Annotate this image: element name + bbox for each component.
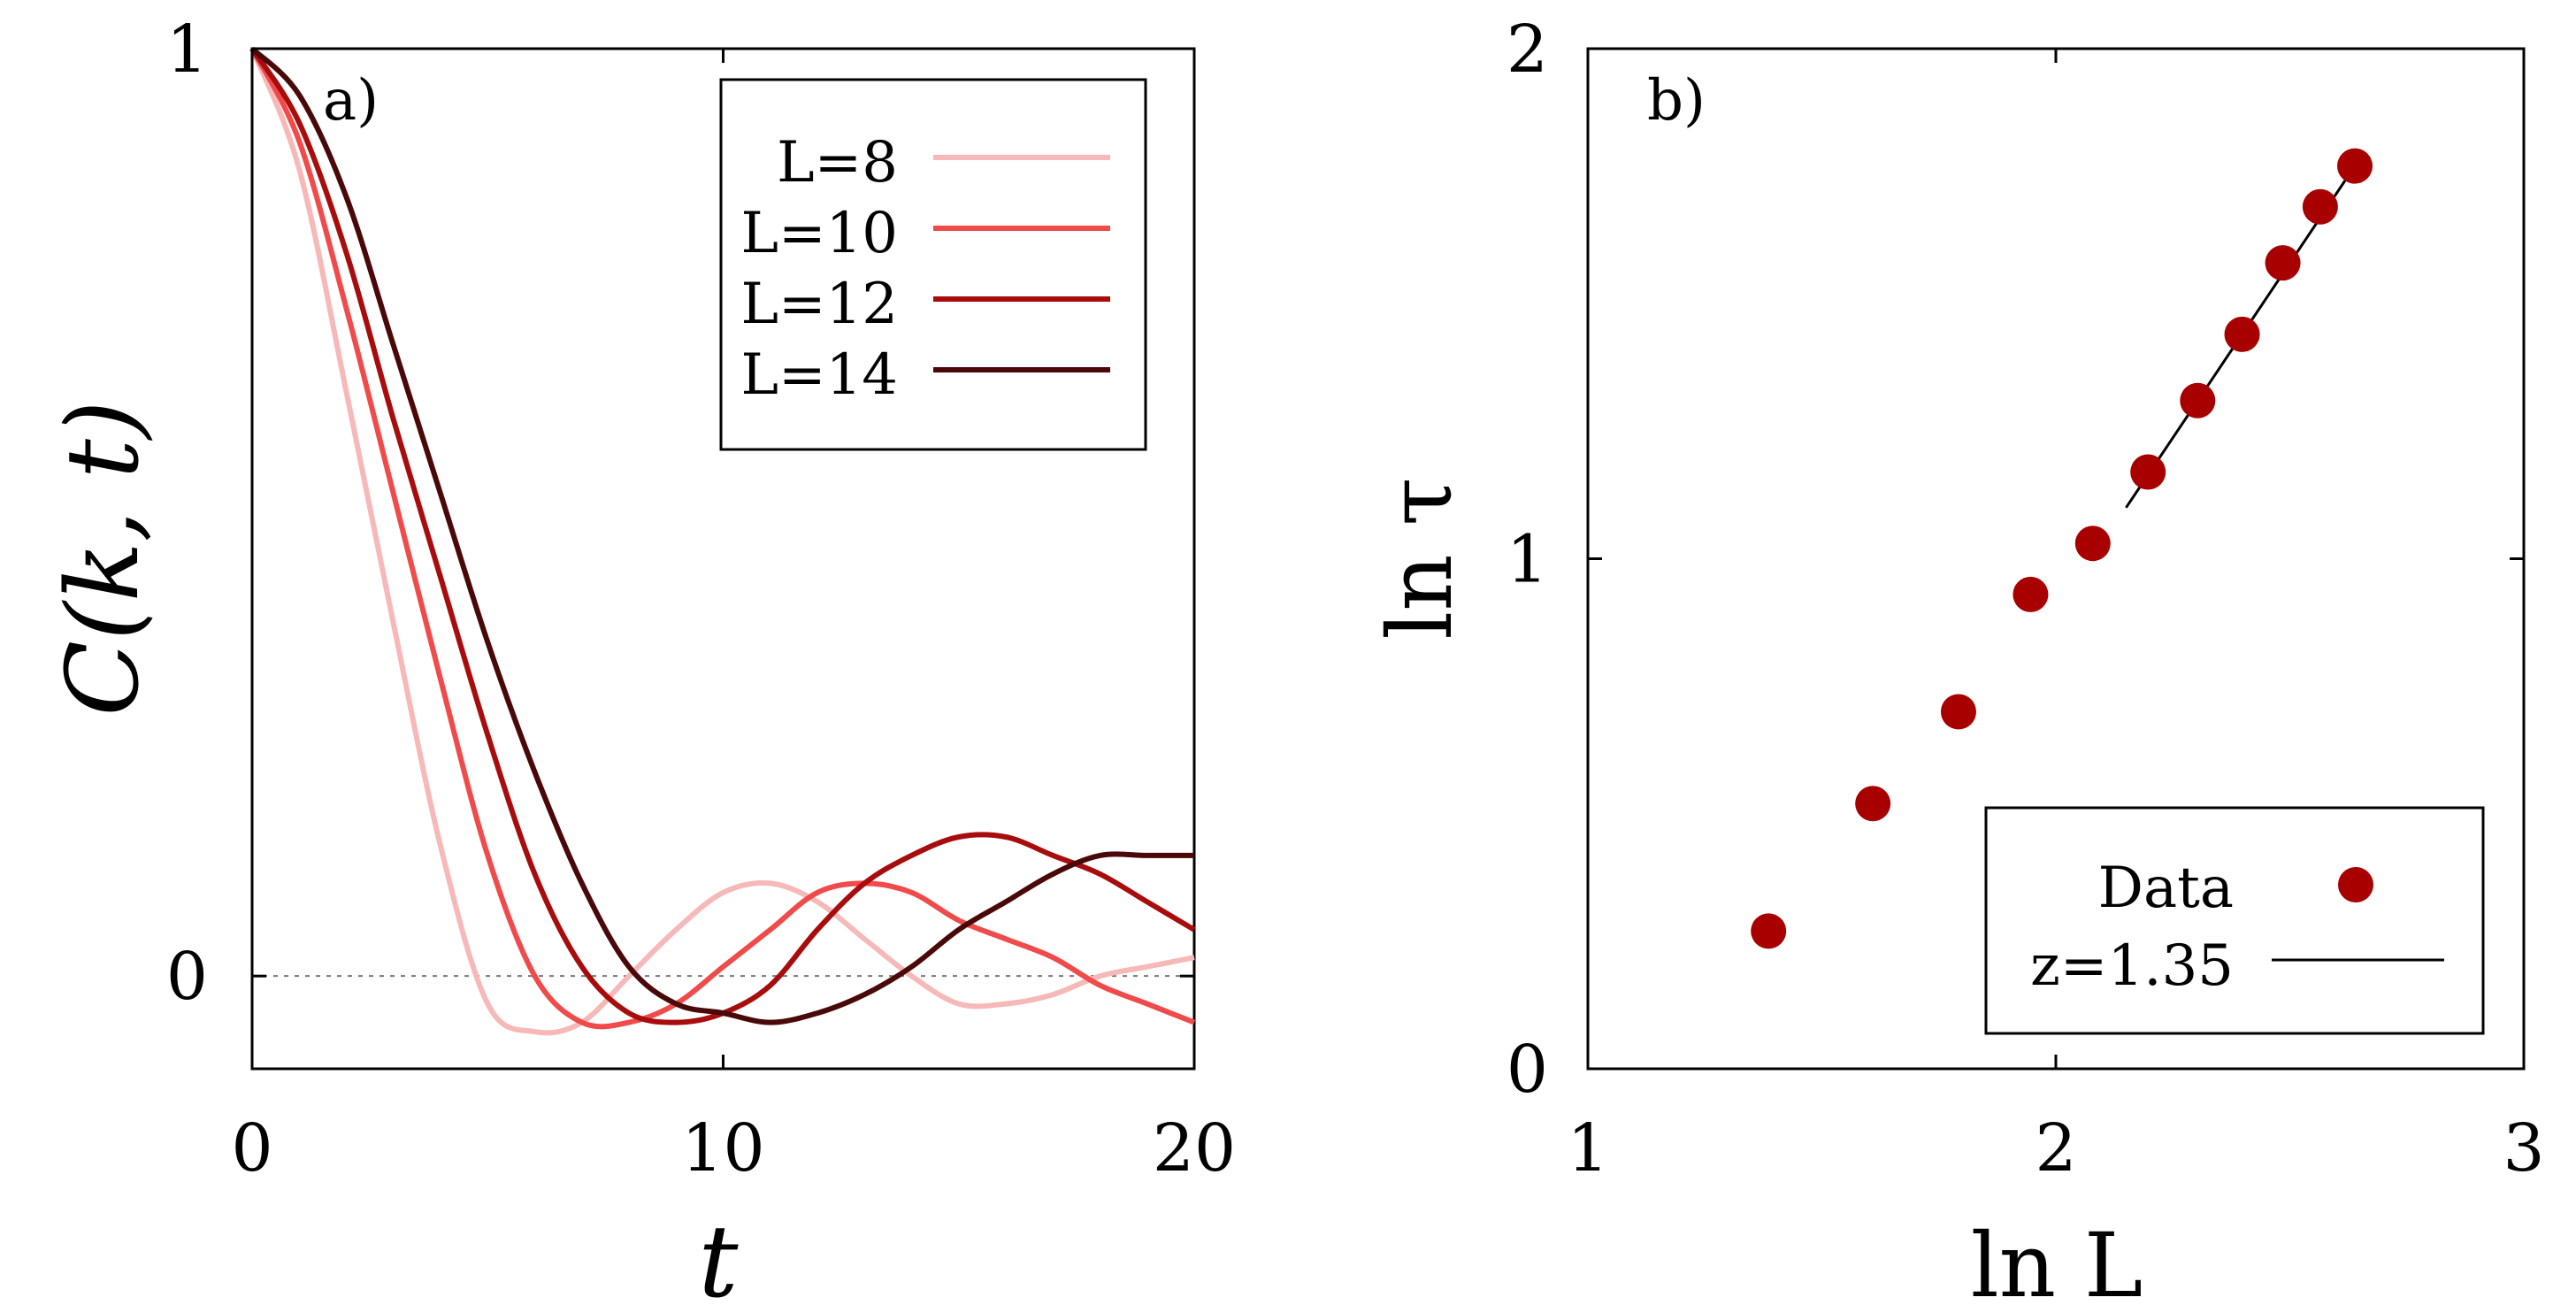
data-point (2224, 316, 2260, 352)
y-tick-label: 2 (1506, 12, 1548, 88)
panel-a-legend-box (719, 78, 1147, 451)
panel-a-y-axis-title: C(k, t) (46, 400, 161, 716)
data-point (2180, 382, 2216, 418)
x-tick-label: 10 (681, 1110, 764, 1186)
series-line-l10 (249, 47, 1196, 1030)
panel-a-legend: L=8 L=10 L=12 L=14 (719, 78, 1147, 451)
panel-a-x-axis-title: t (698, 1205, 739, 1305)
data-point (1855, 786, 1891, 822)
x-tick-label: 3 (2503, 1110, 2544, 1186)
x-tick-label: 20 (1153, 1110, 1236, 1186)
x-tick-label: 2 (2035, 1110, 2076, 1186)
y-tick-label: 0 (1506, 1032, 1548, 1108)
y-tick-label: 1 (1506, 522, 1548, 598)
legend-label-data: Data (2098, 856, 2234, 921)
panel-b-points (1751, 148, 2373, 949)
panel-a-curves (249, 46, 1196, 1036)
series-line-l8 (249, 47, 1195, 1036)
data-point (2265, 245, 2301, 281)
x-tick-label: 1 (1567, 1110, 1608, 1186)
panel-b-y-axis-title: ln τ (1368, 477, 1472, 640)
data-point (2074, 526, 2111, 562)
legend-label-l8: L=8 (777, 130, 898, 196)
y-tick-label: 0 (166, 939, 208, 1015)
legend-label-l10: L=10 (740, 201, 898, 266)
data-point (1940, 694, 1976, 730)
panel-a: 0 10 20 0 1 a) L=8 L=10 L=12 L=14 t C(k, t) (46, 12, 1236, 1305)
panel-b-legend-box (1984, 806, 2485, 1035)
legend-label-l14: L=14 (740, 342, 898, 408)
data-point (2302, 188, 2338, 225)
panel-b-label: b) (1647, 68, 1706, 134)
panel-b-x-axis-title: ln L (1971, 1214, 2143, 1305)
y-tick-label: 1 (166, 12, 208, 88)
x-tick-label: 0 (231, 1110, 272, 1186)
legend-label-fit: z=1.35 (2030, 933, 2234, 999)
legend-marker-data (2338, 867, 2373, 902)
series-line-l12 (249, 47, 1196, 1025)
data-point (1751, 913, 1787, 949)
legend-label-l12: L=12 (740, 272, 898, 337)
panel-a-ticks: 0 10 20 0 1 (166, 12, 1236, 1186)
panel-b-legend: Data z=1.35 (1984, 806, 2485, 1035)
data-point (2130, 454, 2166, 490)
panel-a-label: a) (323, 68, 379, 134)
panel-a-frame (250, 47, 1196, 1071)
data-point (2012, 576, 2049, 612)
series-line-l14 (249, 46, 1194, 1025)
panel-b-frame (1586, 47, 2526, 1071)
data-point (2337, 148, 2373, 184)
